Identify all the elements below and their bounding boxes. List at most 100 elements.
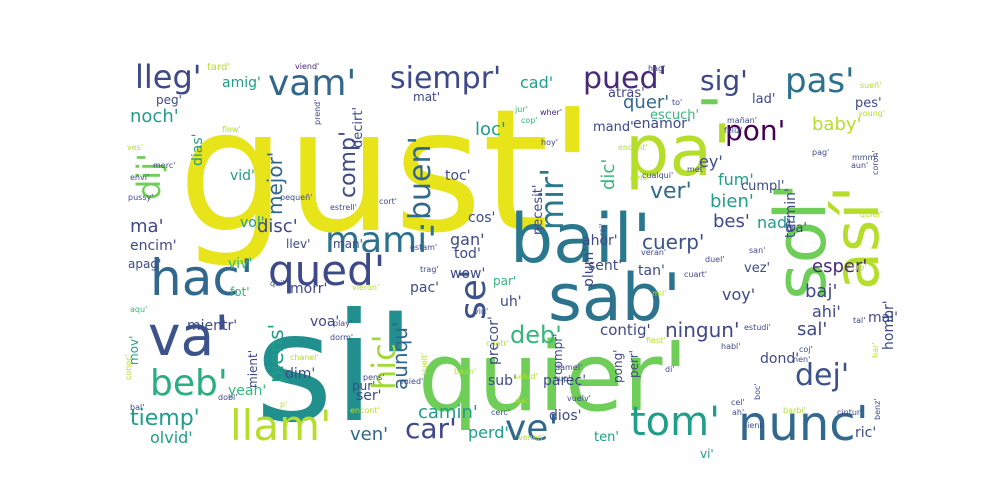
word-cloud-word: dar': [515, 396, 530, 405]
word-cloud-word: amo': [630, 173, 650, 182]
word-cloud-word: jur': [514, 105, 528, 114]
word-cloud-word: así': [820, 185, 893, 290]
word-cloud-word: vin': [474, 307, 488, 316]
word-cloud-word: viend': [295, 62, 319, 71]
word-cloud-word: pur': [352, 379, 375, 393]
word-cloud-word: ser': [356, 388, 382, 404]
word-cloud-word: gust': [178, 73, 596, 271]
word-cloud-word: lleg': [135, 58, 202, 96]
word-cloud-word: cad': [520, 73, 553, 92]
word-cloud-word: encant': [618, 143, 648, 152]
word-cloud-word: gan': [450, 230, 485, 249]
word-cloud-word: cuart': [684, 270, 707, 279]
word-cloud-word: pes': [855, 96, 882, 111]
word-cloud-word: buen': [403, 136, 438, 220]
word-cloud-word: aqu': [130, 305, 147, 314]
word-cloud-word: mientr': [187, 318, 237, 334]
word-cloud-word: dic': [598, 159, 619, 190]
word-cloud-word: vuelv': [567, 394, 591, 403]
word-cloud-word: duel': [705, 255, 725, 264]
word-cloud-word: beb': [150, 363, 228, 404]
word-cloud-word: boc': [753, 383, 762, 400]
word-cloud-word: deb': [510, 321, 562, 349]
word-cloud-word: mmm': [852, 153, 878, 162]
word-cloud-word: mov': [127, 336, 141, 365]
word-cloud-word: hac': [150, 249, 254, 307]
word-cloud-word: vi': [700, 447, 714, 461]
word-cloud-word: pac': [410, 280, 439, 296]
word-cloud-word: olvid': [150, 428, 193, 447]
word-cloud-word: ey': [699, 152, 723, 171]
word-cloud-word: plum': [581, 248, 597, 287]
word-cloud-word: lad': [752, 92, 775, 107]
word-cloud-word: cualqui': [642, 171, 673, 180]
word-cloud-word: merc': [153, 161, 175, 170]
word-cloud-word: ves': [127, 143, 143, 152]
word-cloud-word: nen': [793, 355, 810, 364]
word-cloud-word: sal': [797, 319, 827, 340]
word-cloud-word: quier': [418, 323, 689, 433]
word-cloud-word: coj': [799, 345, 813, 354]
word-cloud-word: play': [333, 319, 352, 328]
word-cloud-word: mami': [325, 220, 437, 261]
word-cloud-word: atras': [608, 86, 645, 101]
word-cloud-word: dej': [795, 358, 849, 393]
word-cloud-word: roj': [598, 224, 607, 236]
word-cloud-word: contig': [600, 321, 651, 339]
word-cloud-word: coron': [871, 150, 880, 175]
word-cloud-word: bal': [130, 403, 144, 412]
word-cloud-word: mat': [413, 90, 440, 104]
word-cloud-word: peg': [156, 93, 182, 107]
word-cloud-word: encont': [350, 406, 380, 415]
word-cloud-word: cre': [852, 263, 867, 272]
word-cloud-word: sol': [760, 182, 842, 300]
word-cloud-word: voy': [722, 285, 755, 304]
word-cloud-word: tal': [853, 316, 865, 325]
word-cloud-word: pong': [611, 350, 625, 383]
word-cloud-word: salud': [514, 372, 538, 381]
word-cloud-word: cuatr': [486, 339, 509, 348]
word-cloud-word: met': [687, 165, 705, 174]
word-cloud-word: perd': [468, 423, 509, 442]
word-cloud-word: baan': [454, 367, 476, 376]
word-cloud-word: tom': [630, 399, 720, 445]
word-cloud-word: toc': [445, 168, 471, 184]
word-cloud-word: man': [333, 237, 363, 251]
word-cloud-word: cintur': [837, 408, 862, 417]
word-cloud-word: yeah': [228, 383, 266, 399]
word-cloud-word: dond': [760, 351, 799, 367]
word-cloud-word: se': [453, 269, 494, 320]
word-cloud-word: to': [672, 98, 682, 107]
word-cloud-word: termin': [783, 188, 799, 238]
word-cloud-word: aun': [851, 161, 868, 170]
word-cloud-word: mañan': [727, 116, 757, 125]
word-cloud-word: fiest': [646, 336, 665, 345]
word-cloud-word: venen': [518, 433, 545, 442]
word-cloud-word: dim': [285, 366, 315, 382]
word-cloud-word: hag': [648, 64, 665, 73]
word-cloud-word: nadi': [757, 213, 796, 232]
word-cloud-word: har': [871, 343, 880, 358]
word-cloud-word: cos': [468, 210, 495, 226]
word-cloud-word: ahi': [812, 302, 841, 321]
word-cloud-word: comp': [336, 131, 361, 198]
word-cloud-word: mied': [401, 377, 423, 386]
word-cloud-word: ve': [505, 408, 558, 449]
word-cloud-word: sub': [488, 373, 517, 389]
word-cloud-word: di': [665, 365, 675, 374]
word-cloud-word: decirt': [351, 107, 366, 148]
word-cloud-word: tod': [454, 246, 481, 262]
word-cloud-word: mejor': [263, 152, 287, 215]
word-cloud-word: dorm': [330, 333, 353, 342]
word-cloud-word: apag': [128, 257, 161, 271]
word-cloud-word: veran': [641, 248, 666, 257]
word-cloud-word: llev': [286, 237, 310, 251]
word-cloud-word: tard': [207, 62, 230, 73]
word-cloud-word: pas': [785, 61, 854, 101]
word-cloud-word: necesit': [531, 185, 546, 235]
word-cloud-word: cerc': [491, 408, 510, 417]
word-cloud-word: disc': [257, 216, 298, 237]
word-cloud-word: quier': [860, 210, 883, 219]
word-cloud-word: hombr': [881, 300, 897, 350]
word-cloud-word: uh': [500, 294, 522, 310]
